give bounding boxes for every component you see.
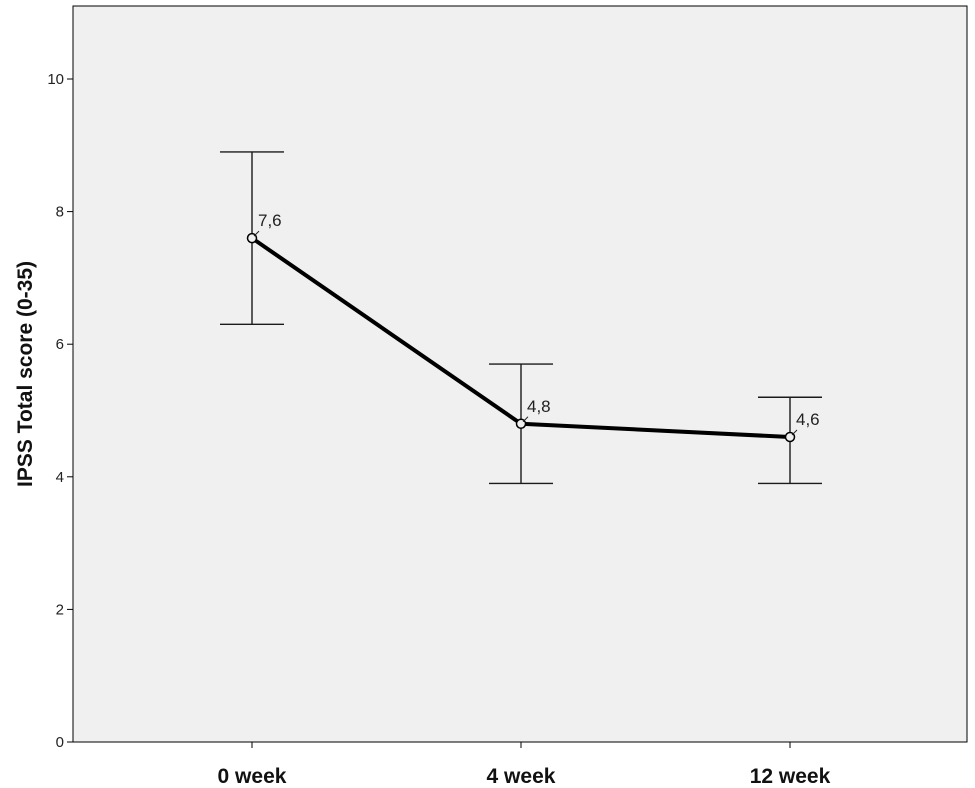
x-axis-ticks: 0 week 4 week 12 week xyxy=(218,742,831,788)
y-axis-ticks: 0 2 4 6 8 10 xyxy=(47,71,73,751)
y-tick-label: 6 xyxy=(56,336,64,353)
y-axis-label: IPSS Total score (0-35) xyxy=(14,261,37,487)
y-tick-label: 2 xyxy=(56,601,64,618)
data-labels: 7,6 4,8 4,6 xyxy=(253,211,820,436)
x-tick-label: 0 week xyxy=(218,765,287,788)
data-label-leader xyxy=(253,230,260,237)
y-tick-label: 0 xyxy=(56,734,64,751)
y-tick-label: 8 xyxy=(56,204,64,221)
data-label: 4,6 xyxy=(796,410,820,429)
data-label: 7,6 xyxy=(258,211,282,230)
plot-area xyxy=(72,5,968,743)
x-tick-label: 4 week xyxy=(487,765,556,788)
data-label: 4,8 xyxy=(527,397,551,416)
y-tick-label: 10 xyxy=(47,71,64,88)
x-tick-label: 12 week xyxy=(750,765,831,788)
y-tick-label: 4 xyxy=(56,469,64,486)
data-label-leader xyxy=(791,429,798,436)
data-label-leader xyxy=(522,416,529,423)
